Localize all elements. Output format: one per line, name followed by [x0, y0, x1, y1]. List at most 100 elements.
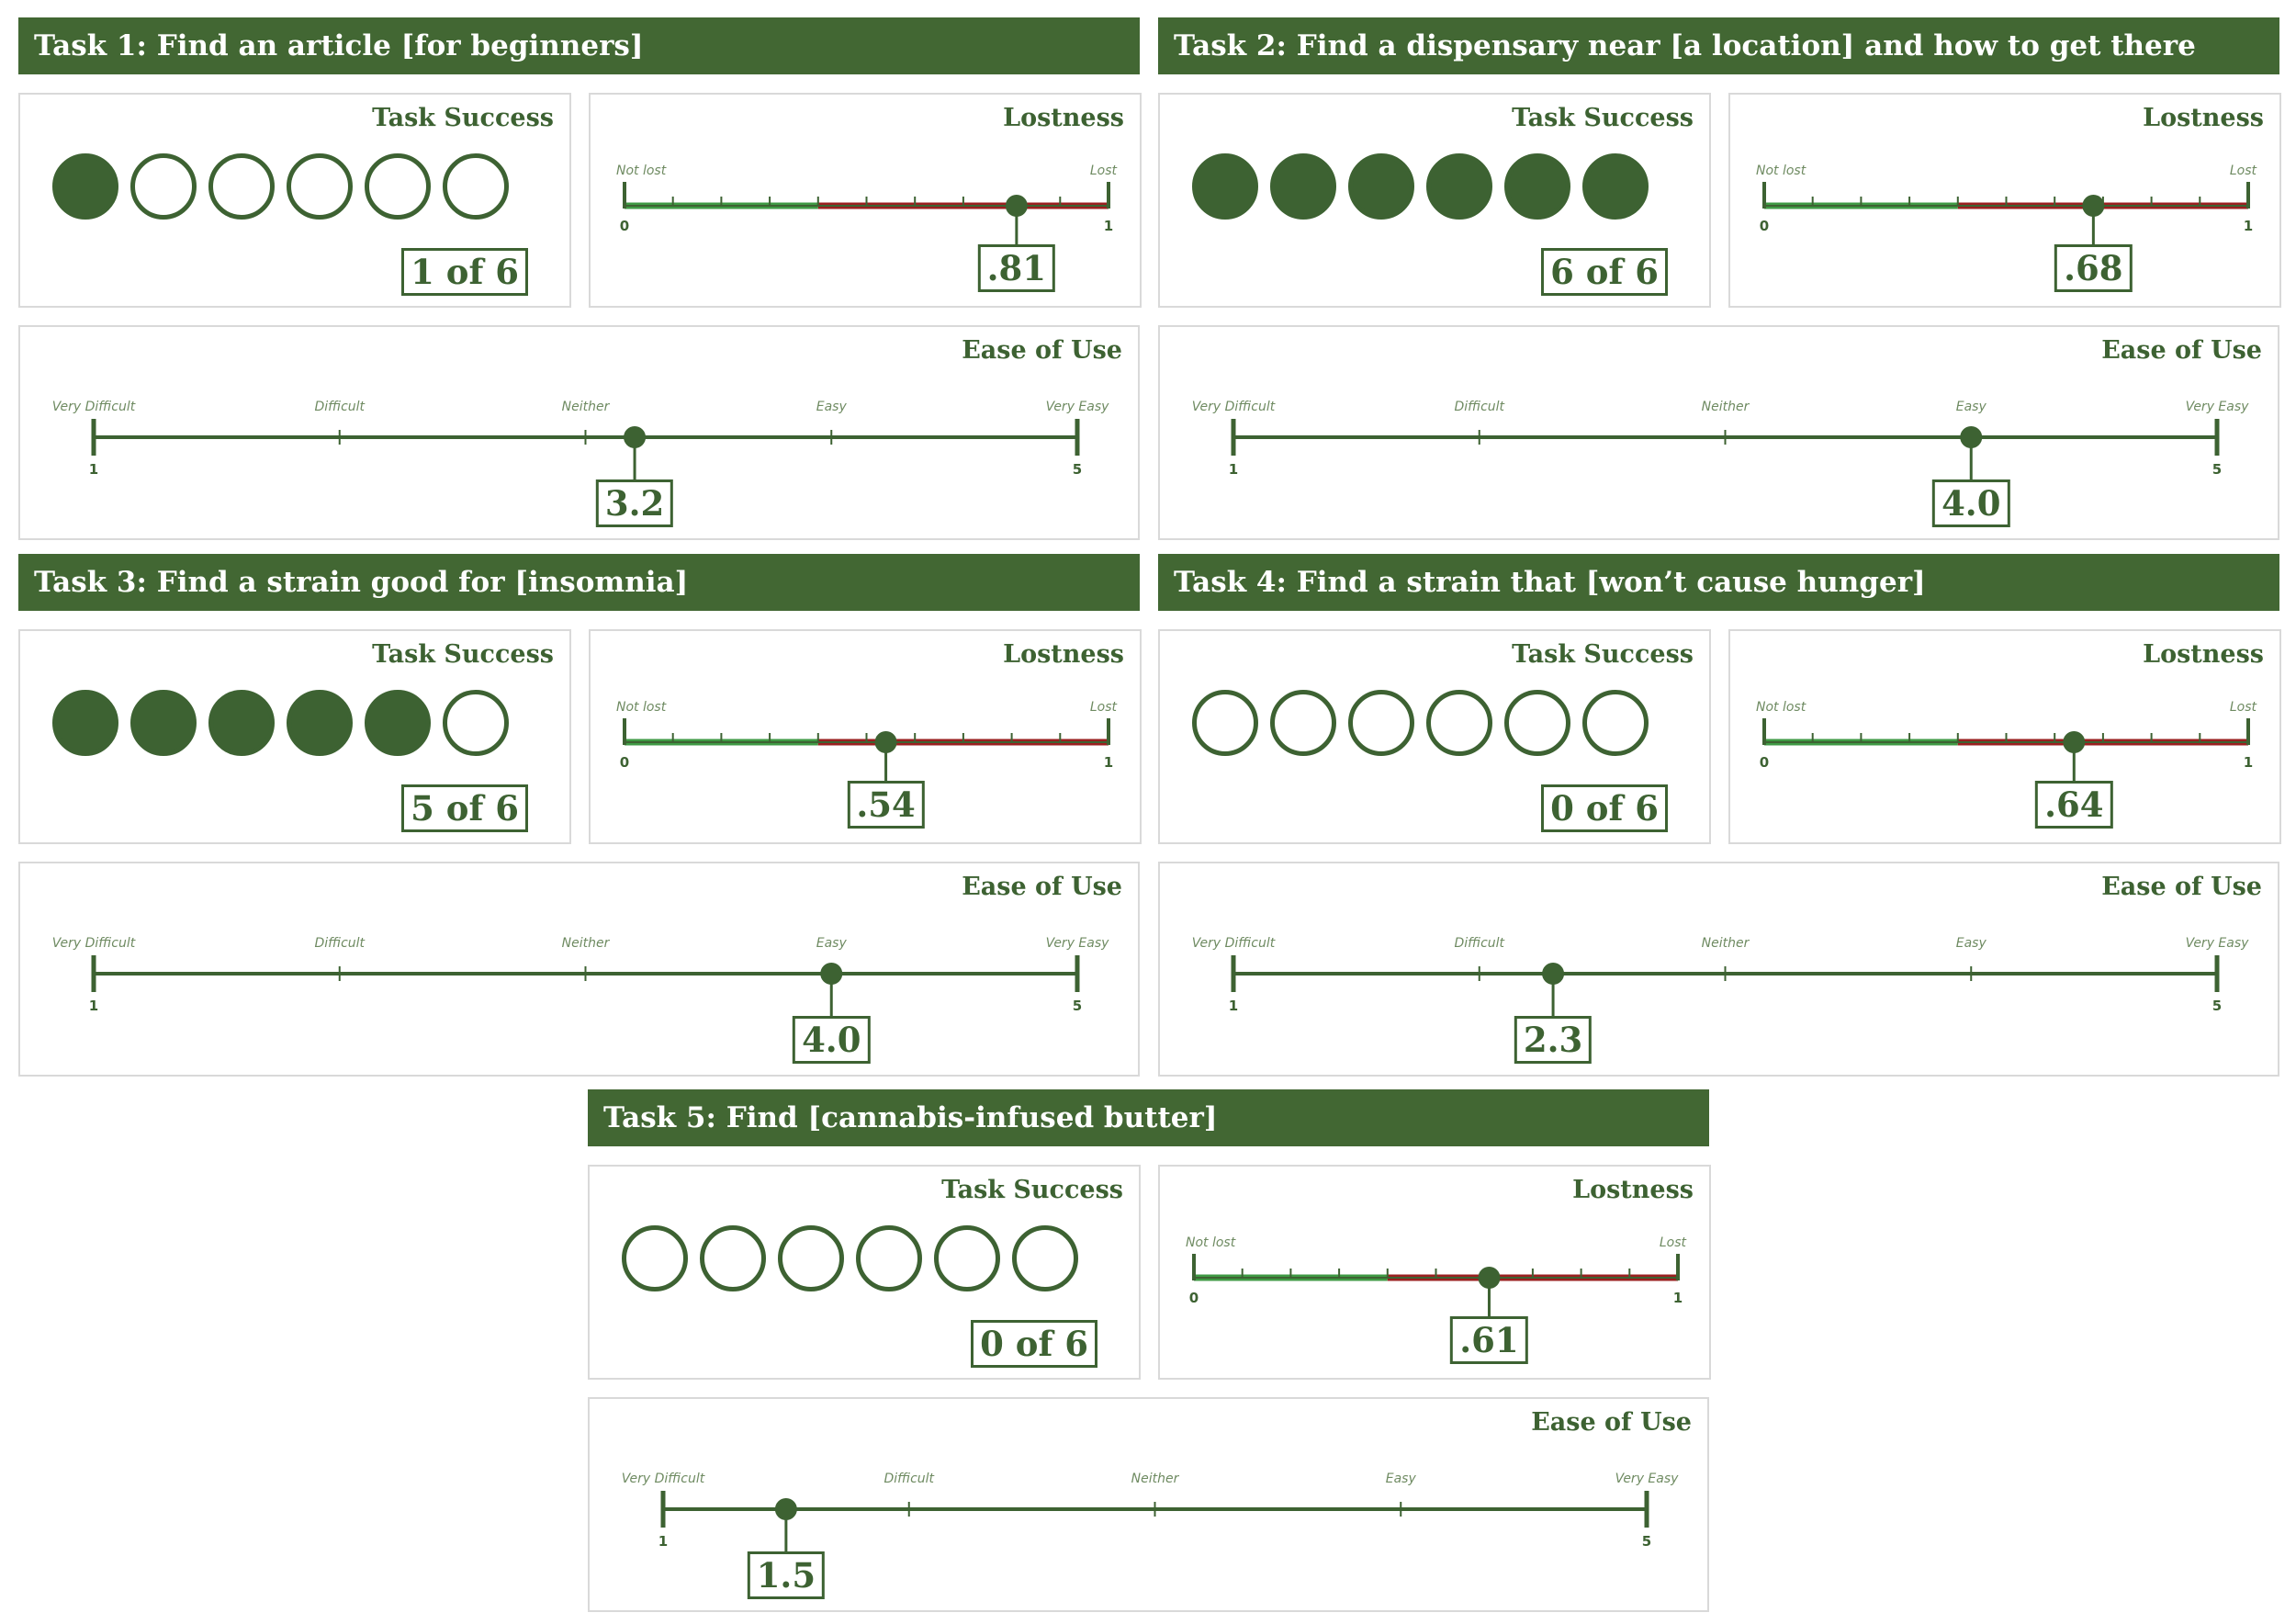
participant-circles: [1192, 153, 1649, 220]
lostness-title: Lostness: [1003, 640, 1124, 669]
ease-point-label-very-easy: Very Easy: [1046, 400, 1110, 414]
participant-success-circle: [287, 690, 353, 756]
participant-fail-circle: [443, 153, 509, 220]
lostness-max-label: 1: [1104, 218, 1113, 234]
participant-success-circle: [52, 690, 118, 756]
lostness-title: Lostness: [2143, 104, 2264, 132]
lostness-marker: [1005, 195, 1028, 217]
ease-point-label-very-easy: Very Easy: [1046, 936, 1110, 951]
ease-marker: [624, 426, 647, 448]
task-4-success-card: Task Success 0 of 6: [1158, 629, 1711, 844]
ease-point-label-neither: Neither: [562, 400, 611, 414]
participant-fail-circle: [1348, 690, 1414, 756]
lostness-scale: Not lost Lost 0 1: [1756, 164, 2257, 244]
participant-fail-circle: [856, 1225, 922, 1291]
ease-scale: Very Difficult Difficult Neither Easy Very E…: [52, 936, 1110, 1016]
lostness-title: Lostness: [1572, 1176, 1694, 1204]
ease-min-label: 1: [89, 998, 98, 1014]
ease-point-label-difficult: Difficult: [1454, 400, 1504, 414]
lostness-high-label: Lost: [2230, 164, 2257, 178]
ease-point-label-very-difficult: Very Difficult: [622, 1472, 705, 1486]
lostness-min-label: 0: [1760, 754, 1769, 771]
participant-circles: [52, 690, 509, 756]
ease-marker: [1960, 426, 1983, 448]
ease-point-label-neither: Neither: [1702, 936, 1750, 951]
lostness-high-label: Lost: [1090, 700, 1118, 715]
ease-point-label-difficult: Difficult: [314, 936, 365, 951]
lostness-max-label: 1: [2244, 754, 2253, 771]
participant-fail-circle: [1270, 690, 1336, 756]
ease-marker: [1542, 963, 1565, 985]
lostness-value: .54: [847, 781, 925, 829]
participant-fail-circle: [1192, 690, 1258, 756]
ease-scale: Very Difficult Difficult Neither Easy Very E…: [622, 1472, 1679, 1551]
ease-min-label: 1: [89, 461, 98, 478]
participant-fail-circle: [1012, 1225, 1078, 1291]
lostness-title: Lostness: [1003, 104, 1124, 132]
task-2-header: Task 2: Find a dispensary near [a locati…: [1158, 17, 2279, 74]
participant-success-circle: [1348, 153, 1414, 220]
ease-of-use-title: Ease of Use: [1531, 1408, 1692, 1437]
ease-point-label-easy: Easy: [1386, 1472, 1417, 1486]
lostness-marker: [2063, 731, 2086, 753]
lostness-low-label: Not lost: [1186, 1235, 1236, 1250]
task-1-ease-card: Ease of Use Very Difficult Difficult Neithe…: [18, 325, 1140, 540]
ease-point-label-very-easy: Very Easy: [2186, 400, 2250, 414]
lostness-value: .64: [2035, 781, 2113, 829]
lostness-marker: [1478, 1267, 1501, 1289]
lostness-min-label: 0: [1760, 218, 1769, 234]
task-4-header: Task 4: Find a strain that [won’t cause …: [1158, 554, 2279, 611]
participant-fail-circle: [622, 1225, 688, 1291]
ease-of-use-value: 1.5: [747, 1551, 826, 1599]
ease-of-use-value: 3.2: [595, 479, 674, 527]
participant-fail-circle: [778, 1225, 844, 1291]
ease-max-label: 5: [2212, 998, 2222, 1014]
participant-success-circle: [130, 690, 197, 756]
participant-fail-circle: [700, 1225, 766, 1291]
ease-max-label: 5: [1073, 998, 1082, 1014]
task-3-ease-card: Ease of Use Very Difficult Difficult Neithe…: [18, 862, 1140, 1077]
lostness-max-label: 1: [1673, 1290, 1683, 1306]
lostness-low-label: Not lost: [616, 700, 667, 715]
participant-fail-circle: [1504, 690, 1570, 756]
task-success-value: 6 of 6: [1541, 248, 1668, 296]
participant-fail-circle: [287, 153, 353, 220]
lostness-scale: Not lost Lost 0 1: [616, 700, 1118, 781]
ease-marker: [774, 1498, 797, 1520]
ease-of-use-title: Ease of Use: [2101, 873, 2262, 901]
lostness-scale: Not lost Lost 0 1: [1186, 1235, 1687, 1316]
participant-fail-circle: [443, 690, 509, 756]
ease-marker: [820, 963, 843, 985]
ease-min-label: 1: [1229, 461, 1238, 478]
ease-scale: Very Difficult Difficult Neither Easy Very E…: [1192, 936, 2249, 1016]
ease-point-label-easy: Easy: [1956, 400, 1987, 414]
participant-fail-circle: [1582, 690, 1649, 756]
task-5-lostness-card: Lostness Not lost Lost 0 1 .61: [1158, 1165, 1711, 1380]
lostness-value: .61: [1450, 1316, 1528, 1364]
ease-point-label-easy: Easy: [816, 400, 848, 414]
participant-circles: [622, 1225, 1078, 1291]
ease-point-label-easy: Easy: [816, 936, 848, 951]
lostness-high-label: Lost: [1660, 1235, 1687, 1250]
task-success-title: Task Success: [372, 104, 554, 132]
ease-point-label-easy: Easy: [1956, 936, 1987, 951]
task-success-value: 0 of 6: [971, 1320, 1097, 1368]
lostness-low-label: Not lost: [1756, 700, 1806, 715]
ease-scale: Very Difficult Difficult Neither Easy Very E…: [1192, 400, 2250, 479]
lostness-max-label: 1: [2244, 218, 2253, 234]
participant-circles: [52, 153, 509, 220]
ease-of-use-value: 4.0: [793, 1016, 871, 1064]
lostness-low-label: Not lost: [616, 164, 667, 178]
participant-fail-circle: [365, 153, 431, 220]
task-success-value: 1 of 6: [401, 248, 528, 296]
task-5-success-card: Task Success 0 of 6: [588, 1165, 1141, 1380]
ease-of-use-title: Ease of Use: [962, 873, 1122, 901]
participant-success-circle: [365, 690, 431, 756]
ease-of-use-title: Ease of Use: [2101, 336, 2262, 365]
ease-of-use-value: 4.0: [1932, 479, 2010, 527]
ease-point-label-neither: Neither: [1131, 1472, 1180, 1486]
task-success-title: Task Success: [1512, 640, 1694, 669]
task-3-header: Task 3: Find a strain good for [insomnia…: [18, 554, 1140, 611]
participant-success-circle: [208, 690, 275, 756]
task-2-success-card: Task Success 6 of 6: [1158, 93, 1711, 308]
